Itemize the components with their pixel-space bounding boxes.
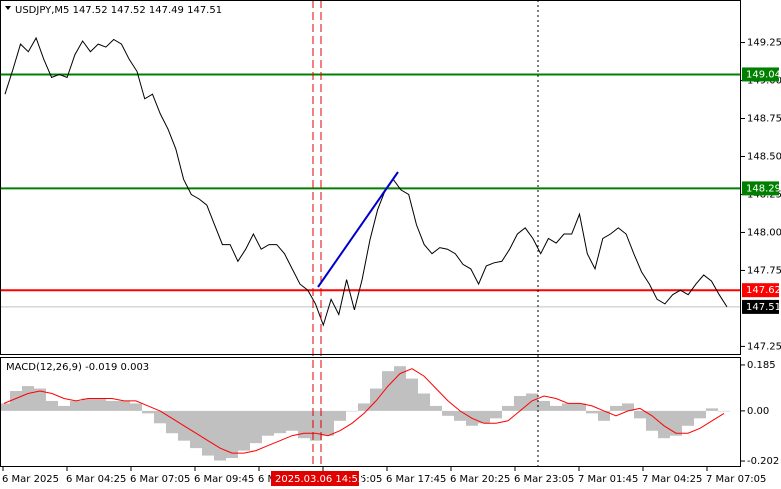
histogram-bar <box>214 410 226 461</box>
y-tick-label: 149.25 <box>747 38 781 49</box>
histogram-bar <box>538 400 550 411</box>
histogram-bar <box>490 410 502 419</box>
level-label-box <box>742 181 779 196</box>
histogram-bar <box>502 405 514 411</box>
histogram-bar <box>346 410 358 412</box>
layers <box>0 36 741 461</box>
histogram-bar <box>598 410 610 421</box>
main-panel-frame <box>0 0 741 355</box>
histogram-bar <box>166 410 178 434</box>
level-label-box <box>742 283 779 298</box>
histogram-bar <box>574 403 586 411</box>
histogram-bar <box>334 410 346 421</box>
histogram-bar <box>406 378 418 411</box>
histogram-bar <box>634 410 646 419</box>
histogram-bar <box>142 410 154 414</box>
chart-title: USDJPY,M5 147.52 147.52 147.49 147.51 <box>15 5 222 16</box>
histogram-bar <box>190 410 202 449</box>
x-tick-label: 7 Mar 04:25 <box>642 474 702 485</box>
histogram-bar <box>526 393 538 411</box>
histogram-bar <box>718 410 730 412</box>
histogram-bar <box>250 410 262 444</box>
macd-title: MACD(12,26,9) -0.019 0.003 <box>6 362 149 373</box>
histogram-bar <box>382 371 394 411</box>
histogram-bar <box>94 398 106 411</box>
histogram-bar <box>70 400 82 411</box>
histogram-bar <box>154 410 166 424</box>
x-tick-label: 7 Mar 07:05 <box>706 474 766 485</box>
y-tick-label: 148.75 <box>747 114 781 125</box>
x-tick-label: 6 Mar 04:25 <box>66 474 126 485</box>
histogram-bar <box>58 405 70 411</box>
histogram-bar <box>682 410 694 426</box>
histogram-bar <box>286 410 298 431</box>
histogram-bar <box>394 366 406 411</box>
histogram-bar <box>478 410 490 424</box>
price-line <box>4 36 728 327</box>
histogram-bar <box>454 410 466 421</box>
trend-line <box>317 171 399 288</box>
y-tick-label: 147.75 <box>747 265 781 276</box>
level-label: 147.62 <box>746 285 781 296</box>
level-label-box <box>742 67 779 82</box>
level-label: 148.29 <box>746 183 781 194</box>
y-tick-label: 147.25 <box>747 341 781 352</box>
y-tick-label: 0.00 <box>747 406 769 417</box>
macd-panel-frame <box>0 357 741 467</box>
x-tick-label: 6 Mar 17:45 <box>386 474 446 485</box>
histogram-bar <box>694 410 706 419</box>
histogram-bar <box>0 403 10 411</box>
histogram-bar <box>10 391 22 411</box>
histogram-bar <box>202 410 214 456</box>
histogram-bar <box>262 410 274 436</box>
histogram-bar <box>670 410 682 436</box>
histogram-bar <box>706 408 718 411</box>
y-tick-label: 0.185 <box>747 360 776 371</box>
x-tick-label: 6 Mar 09:45 <box>194 474 254 485</box>
level-label: 147.51 <box>746 302 781 313</box>
histogram-bar <box>322 410 334 436</box>
y-tick-label: 148.50 <box>747 151 781 162</box>
histogram-bar <box>514 395 526 411</box>
histogram-bar <box>418 393 430 411</box>
histogram-bar <box>658 410 670 439</box>
level-label-box <box>742 299 779 314</box>
x-tick-label: 6 Mar 20:25 <box>450 474 510 485</box>
x-tick-label: 6 Mar 07:05 <box>130 474 190 485</box>
histogram-bar <box>430 405 442 411</box>
y-tick-label: -0.202 <box>747 456 779 467</box>
histogram-bar <box>82 398 94 411</box>
menu-triangle <box>5 6 11 10</box>
histogram-bar <box>34 388 46 411</box>
crosshair-label: 2025.03.06 14:55 <box>275 474 364 485</box>
histogram-bar <box>22 386 34 411</box>
histogram-bar <box>130 403 142 411</box>
x-tick-label: 7 Mar 01:45 <box>578 474 638 485</box>
histogram-bar <box>358 403 370 411</box>
histogram-bar <box>586 410 598 414</box>
histogram-bar <box>610 405 622 411</box>
histogram-bar <box>226 410 238 459</box>
histogram-bar <box>550 405 562 411</box>
histogram-bar <box>298 410 310 439</box>
signal-line <box>3 368 725 454</box>
histogram-bar <box>370 388 382 411</box>
crosshair-label-box <box>271 471 359 486</box>
level-label: 149.04 <box>746 69 781 80</box>
x-tick-label: 6 Mar 23:05 <box>514 474 574 485</box>
y-tick-label: 148.00 <box>747 227 781 238</box>
histogram-bar <box>622 403 634 411</box>
histogram-bar <box>46 400 58 411</box>
histogram-bar <box>106 400 118 411</box>
x-tick-label: 6 Mar 2025 <box>2 474 59 485</box>
histogram-bar <box>442 410 454 416</box>
histogram-bar <box>238 410 250 451</box>
histogram-bar <box>310 410 322 441</box>
histogram-bar <box>274 410 286 434</box>
histogram-bar <box>562 403 574 411</box>
histogram-bar <box>118 400 130 411</box>
histogram-bar <box>646 410 658 431</box>
